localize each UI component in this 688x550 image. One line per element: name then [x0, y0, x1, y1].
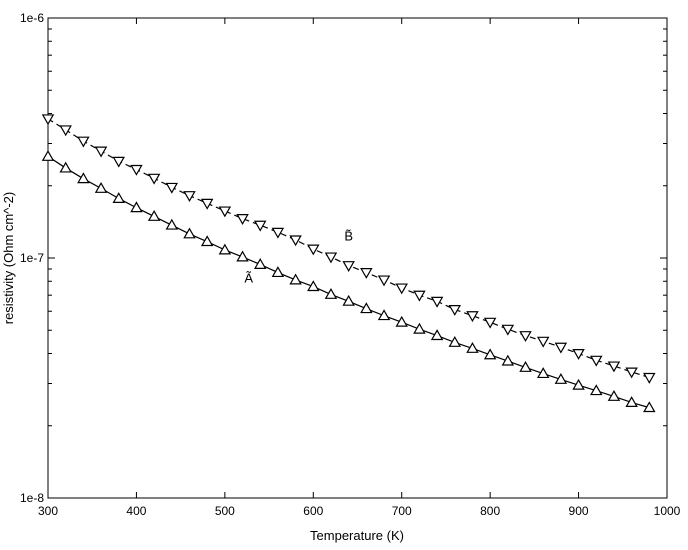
data-point — [183, 191, 196, 202]
data-point — [253, 220, 267, 232]
data-point — [94, 181, 108, 193]
data-point — [360, 268, 373, 279]
data-point — [536, 367, 550, 379]
data-point — [289, 273, 302, 285]
data-point — [59, 161, 72, 173]
data-point — [112, 156, 125, 168]
data-point — [77, 136, 90, 148]
data-point — [590, 355, 603, 367]
data-point — [342, 261, 355, 272]
data-point — [200, 235, 214, 247]
data-point — [271, 227, 285, 239]
data-point — [147, 210, 161, 221]
data-point — [466, 342, 479, 353]
data-point — [643, 372, 656, 384]
data-point — [271, 266, 285, 278]
data-point — [519, 361, 532, 372]
data-point — [130, 164, 143, 176]
data-point — [218, 206, 232, 218]
data-point — [236, 214, 249, 225]
x-tick-label: 300 — [38, 504, 58, 518]
data-point — [342, 294, 355, 306]
data-point — [501, 354, 515, 366]
y-tick-label: 1e-7 — [20, 251, 44, 265]
data-point — [536, 336, 550, 348]
plot-frame — [47, 17, 668, 499]
x-tick-label: 600 — [303, 504, 323, 518]
data-point — [289, 235, 302, 247]
data-point — [625, 367, 638, 379]
data-point — [165, 218, 179, 230]
data-point — [130, 201, 143, 213]
data-point — [112, 192, 125, 203]
data-point — [218, 243, 232, 255]
data-point — [307, 244, 320, 256]
data-point — [519, 331, 532, 343]
data-point — [590, 384, 603, 396]
x-tick-label: 800 — [480, 504, 500, 518]
data-point — [572, 349, 585, 360]
data-point — [253, 258, 267, 269]
data-point — [324, 288, 338, 299]
series-line — [47, 155, 650, 409]
data-point — [483, 317, 497, 329]
data-point — [572, 378, 585, 390]
y-axis: 1e-8 1e-7 1e-6 — [20, 11, 667, 505]
data-point — [147, 173, 161, 185]
data-point — [183, 227, 196, 239]
data-point — [41, 114, 55, 126]
data-point — [165, 182, 179, 194]
data-point — [466, 311, 479, 323]
data-point — [41, 150, 55, 161]
data-point — [360, 302, 373, 314]
data-point — [236, 250, 249, 262]
series-line — [47, 118, 650, 378]
data-point — [395, 283, 408, 295]
data-point — [625, 396, 638, 407]
data-point — [501, 324, 515, 336]
y-axis-label: resistivity (Ohm cm^-2) — [1, 192, 16, 325]
data-point — [554, 342, 568, 354]
series-label: B̃ — [344, 229, 353, 244]
y-tick-label: 1e-6 — [20, 11, 44, 25]
data-point — [483, 348, 497, 360]
data-point — [377, 275, 391, 287]
data-point — [307, 280, 320, 292]
x-tick-label: 500 — [215, 504, 235, 518]
data-point — [413, 290, 426, 302]
data-point — [554, 372, 568, 384]
data-point — [430, 329, 444, 341]
data-point — [413, 322, 426, 334]
series-layer: B̃ Ã — [41, 114, 656, 413]
data-point — [77, 172, 90, 184]
data-point — [430, 296, 444, 308]
data-point — [200, 198, 214, 210]
x-tick-label: 1000 — [654, 504, 681, 518]
x-axis-label: Temperature (K) — [310, 528, 404, 543]
x-tick-label: 700 — [392, 504, 412, 518]
y-tick-label: 1e-8 — [20, 491, 44, 505]
data-point — [59, 125, 72, 137]
data-point — [448, 335, 462, 347]
x-tick-label: 900 — [569, 504, 589, 518]
x-axis: 300 400 500 600 700 800 900 1000 — [38, 18, 681, 518]
data-point — [94, 146, 108, 158]
data-point — [324, 252, 338, 264]
data-point — [395, 315, 408, 327]
data-point — [377, 309, 391, 321]
data-point — [448, 305, 462, 316]
x-tick-label: 400 — [126, 504, 146, 518]
data-point — [643, 401, 656, 413]
series-label: Ã — [244, 271, 253, 286]
data-point — [607, 390, 621, 401]
data-point — [607, 361, 621, 373]
